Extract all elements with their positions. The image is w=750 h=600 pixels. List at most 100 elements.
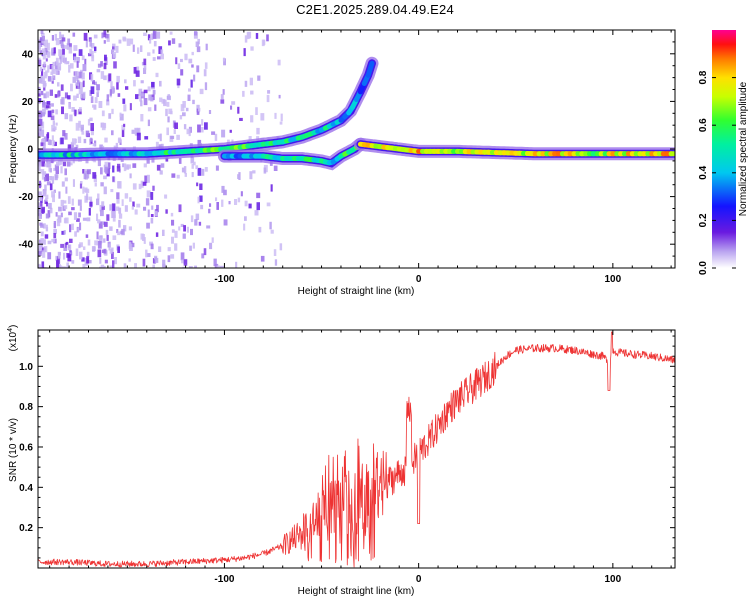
noise-speckle	[139, 93, 142, 102]
noise-speckle	[144, 136, 149, 140]
noise-speckle	[159, 133, 162, 142]
noise-speckle	[252, 170, 256, 174]
noise-speckle	[110, 189, 114, 193]
noise-speckle	[211, 237, 214, 243]
noise-speckle	[115, 206, 120, 211]
noise-speckle	[83, 246, 86, 250]
noise-speckle	[51, 64, 55, 73]
main-signal-band-edge	[38, 59, 376, 159]
colorbar-tick-label: 0.8	[698, 70, 709, 84]
noise-speckle	[55, 122, 58, 126]
noise-speckle	[89, 137, 93, 142]
noise-speckle	[59, 56, 62, 60]
noise-speckle	[64, 133, 68, 140]
noise-speckle	[190, 157, 195, 164]
noise-speckle	[266, 34, 269, 42]
noise-speckle	[142, 258, 146, 267]
noise-speckle	[135, 94, 139, 100]
noise-speckle	[117, 181, 122, 189]
noise-speckle	[78, 107, 82, 112]
spectrogram-y-label: Frequency (Hz)	[8, 115, 19, 184]
snr-multiplier-exponent: 4	[7, 328, 14, 332]
noise-speckle	[81, 55, 85, 61]
noise-speckle	[68, 46, 73, 54]
noise-speckle	[62, 161, 67, 167]
noise-speckle	[195, 213, 200, 220]
noise-speckle	[244, 200, 248, 207]
noise-speckle	[51, 238, 55, 243]
noise-speckle	[89, 201, 93, 207]
noise-speckle	[108, 73, 112, 82]
noise-speckle	[76, 61, 79, 68]
noise-speckle	[67, 254, 72, 262]
noise-speckle	[57, 264, 61, 268]
noise-speckle	[104, 161, 109, 169]
noise-speckle	[109, 265, 113, 268]
y-tick-label: -20	[19, 192, 34, 203]
noise-speckle	[180, 58, 183, 63]
noise-speckle	[40, 90, 44, 96]
noise-speckle	[94, 240, 98, 246]
noise-speckle	[47, 139, 51, 145]
noise-speckle	[64, 242, 67, 249]
noise-speckle	[176, 174, 180, 179]
noise-speckle	[67, 244, 72, 251]
noise-speckle	[222, 57, 225, 62]
x-tick-label: -100	[214, 574, 234, 585]
noise-speckle	[102, 32, 106, 38]
noise-speckle	[243, 48, 246, 57]
noise-speckle	[104, 54, 107, 61]
noise-speckle	[47, 76, 51, 81]
noise-speckle	[47, 160, 51, 168]
noise-speckle	[69, 224, 72, 233]
noise-speckle	[49, 168, 52, 173]
noise-speckle	[132, 242, 135, 248]
noise-speckle	[160, 53, 164, 60]
noise-speckle	[91, 50, 94, 59]
colorbar: 0.0 0.2 0.4 0.6 0.8 Normalized spectral ampl…	[698, 30, 749, 275]
noise-speckle	[280, 113, 283, 122]
noise-speckle	[277, 59, 281, 66]
noise-speckle	[116, 75, 120, 83]
noise-speckle	[223, 58, 226, 66]
noise-speckle	[90, 96, 94, 103]
noise-speckle	[80, 181, 83, 185]
noise-speckle	[180, 252, 185, 261]
noise-speckle	[103, 186, 107, 195]
noise-speckle	[133, 67, 137, 74]
noise-speckle	[101, 205, 105, 210]
noise-speckle	[88, 53, 92, 57]
noise-speckle	[41, 48, 46, 54]
noise-speckle	[124, 79, 127, 84]
noise-speckle	[80, 94, 83, 99]
noise-speckle	[181, 259, 185, 264]
noise-speckle	[39, 222, 43, 226]
noise-speckle	[197, 139, 202, 148]
noise-speckle	[270, 229, 274, 234]
noise-speckle	[198, 221, 202, 226]
noise-speckle	[42, 102, 46, 106]
noise-speckle	[138, 88, 143, 96]
noise-speckle	[45, 70, 48, 77]
lower-signal-branch	[217, 137, 367, 171]
noise-speckle	[196, 46, 201, 53]
noise-speckle	[63, 252, 66, 260]
noise-speckle	[40, 30, 44, 34]
noise-speckle	[43, 87, 46, 91]
noise-speckle	[188, 88, 191, 92]
noise-speckle	[75, 144, 79, 148]
noise-speckle	[74, 231, 77, 237]
snr-multiplier-label: (x104)	[7, 325, 19, 352]
noise-speckle	[41, 159, 46, 167]
noise-speckle	[179, 115, 183, 120]
noise-speckle	[79, 242, 83, 248]
noise-speckle	[243, 223, 246, 231]
noise-speckle	[46, 101, 51, 105]
noise-speckle	[90, 86, 95, 94]
noise-speckle	[244, 216, 247, 221]
noise-speckle	[123, 104, 127, 112]
noise-speckle	[137, 47, 140, 54]
noise-speckle	[38, 248, 43, 254]
noise-speckle	[47, 110, 52, 118]
noise-speckle	[274, 259, 278, 266]
